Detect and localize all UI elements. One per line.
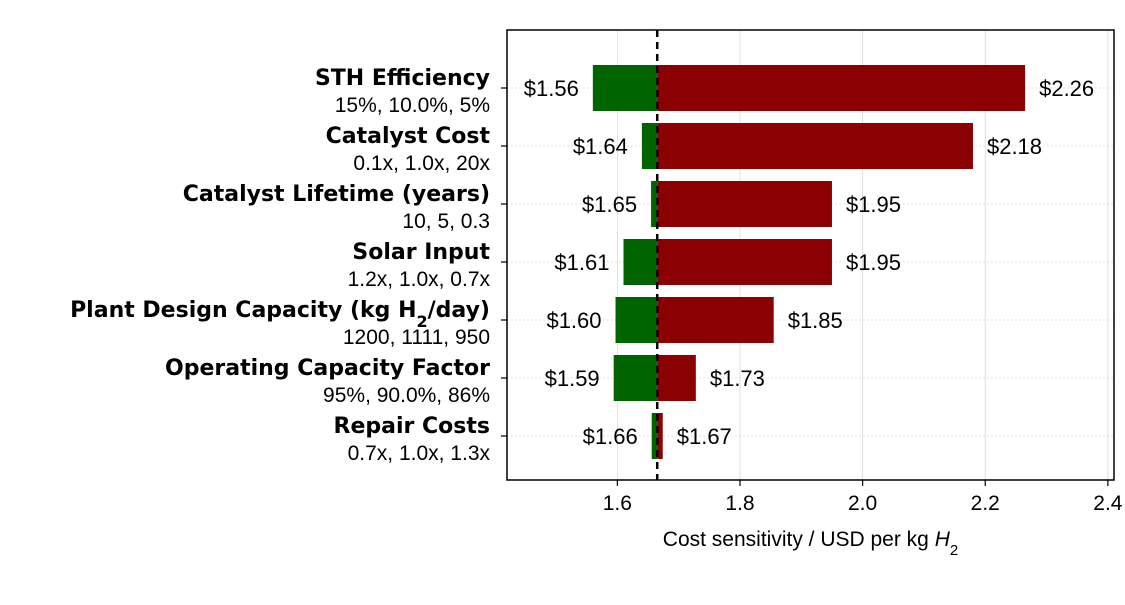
value-label-low: $1.59 <box>545 366 600 391</box>
value-label-low: $1.65 <box>582 192 637 217</box>
x-tick-label: 1.6 <box>603 492 632 515</box>
value-label-high: $2.26 <box>1039 76 1094 101</box>
bar-high <box>657 123 973 169</box>
value-label-high: $1.85 <box>788 308 843 333</box>
value-label-low: $1.56 <box>524 76 579 101</box>
bar-low <box>651 181 658 227</box>
bar-high <box>657 355 696 401</box>
bar-low <box>651 413 658 459</box>
x-axis-label: Cost sensitivity / USD per kg H2 <box>663 528 958 559</box>
category-levels: 0.7x, 1.0x, 1.3x <box>348 442 491 465</box>
value-label-low: $1.60 <box>546 308 601 333</box>
x-tick-label: 1.8 <box>725 492 754 515</box>
plot-frame <box>506 29 1115 481</box>
category-name: STH Efficiency <box>315 66 490 91</box>
x-tick-label: 2.4 <box>1093 492 1123 515</box>
category-name: Plant Design Capacity (kg H2/day) <box>70 298 490 331</box>
value-label-high: $1.73 <box>710 366 765 391</box>
value-label-low: $1.61 <box>554 250 609 275</box>
bar-high <box>657 239 832 285</box>
bar-high <box>657 65 1026 111</box>
bar-low <box>641 123 658 169</box>
value-label-low: $1.66 <box>583 424 638 449</box>
value-label-high: $1.67 <box>677 424 732 449</box>
bar-high <box>657 297 774 343</box>
bar-low <box>615 297 658 343</box>
value-label-low: $1.64 <box>573 134 628 159</box>
category-name: Solar Input <box>352 240 490 265</box>
category-levels: 10, 5, 0.3 <box>402 210 490 233</box>
category-levels: 0.1x, 1.0x, 20x <box>353 152 490 175</box>
value-label-high: $1.95 <box>846 250 901 275</box>
bar-low <box>613 355 658 401</box>
x-tick-label: 2.2 <box>971 492 1000 515</box>
bar-high <box>657 413 663 459</box>
category-levels: 1.2x, 1.0x, 0.7x <box>348 268 491 291</box>
value-label-high: $2.18 <box>987 134 1042 159</box>
value-label-high: $1.95 <box>846 192 901 217</box>
x-tick-label: 2.0 <box>848 492 877 515</box>
bar-low <box>623 239 658 285</box>
category-name: Catalyst Lifetime (years) <box>183 182 490 207</box>
category-levels: 1200, 1111, 950 <box>343 326 490 349</box>
category-levels: 15%, 10.0%, 5% <box>335 94 490 117</box>
category-name: Repair Costs <box>334 414 490 439</box>
category-name: Operating Capacity Factor <box>165 356 490 381</box>
bar-high <box>657 181 832 227</box>
category-levels: 95%, 90.0%, 86% <box>323 384 490 407</box>
bar-low <box>592 65 658 111</box>
category-name: Catalyst Cost <box>326 124 491 149</box>
